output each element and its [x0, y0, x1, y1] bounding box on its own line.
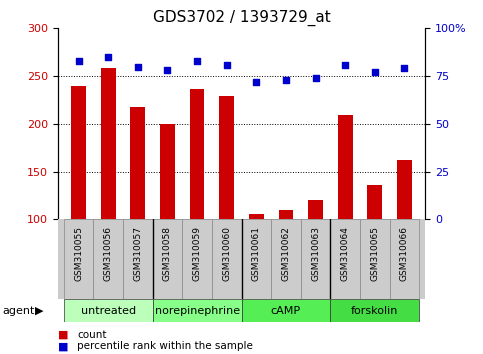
- Point: [223, 62, 230, 68]
- Point: [282, 77, 290, 83]
- Text: GSM310059: GSM310059: [193, 226, 201, 281]
- FancyBboxPatch shape: [242, 219, 271, 299]
- FancyBboxPatch shape: [123, 219, 153, 299]
- Text: count: count: [77, 330, 107, 339]
- Point: [75, 58, 83, 64]
- Text: GSM310060: GSM310060: [222, 226, 231, 281]
- FancyBboxPatch shape: [301, 219, 330, 299]
- Point: [312, 75, 319, 81]
- Text: cAMP: cAMP: [271, 306, 301, 316]
- Text: ■: ■: [58, 330, 69, 339]
- Point: [104, 54, 112, 60]
- Text: ■: ■: [58, 341, 69, 351]
- Point: [164, 68, 171, 73]
- FancyBboxPatch shape: [330, 219, 360, 299]
- Text: GSM310062: GSM310062: [282, 226, 290, 281]
- Text: GSM310065: GSM310065: [370, 226, 379, 281]
- Bar: [249, 214, 264, 219]
- Point: [193, 58, 201, 64]
- Title: GDS3702 / 1393729_at: GDS3702 / 1393729_at: [153, 9, 330, 25]
- Bar: [219, 96, 234, 219]
- Text: norepinephrine: norepinephrine: [155, 306, 240, 316]
- FancyBboxPatch shape: [153, 299, 242, 322]
- Text: agent: agent: [2, 306, 35, 316]
- FancyBboxPatch shape: [64, 299, 153, 322]
- Bar: [101, 68, 116, 219]
- Text: GSM310061: GSM310061: [252, 226, 261, 281]
- Point: [371, 69, 379, 75]
- Bar: [160, 124, 175, 219]
- FancyBboxPatch shape: [153, 219, 182, 299]
- FancyBboxPatch shape: [64, 219, 94, 299]
- FancyBboxPatch shape: [271, 219, 301, 299]
- Text: untreated: untreated: [81, 306, 136, 316]
- Point: [134, 64, 142, 69]
- FancyBboxPatch shape: [182, 219, 212, 299]
- FancyBboxPatch shape: [360, 219, 389, 299]
- Text: GSM310066: GSM310066: [400, 226, 409, 281]
- Bar: [367, 185, 382, 219]
- Point: [400, 65, 408, 71]
- Point: [341, 62, 349, 68]
- FancyBboxPatch shape: [212, 219, 242, 299]
- Text: GSM310058: GSM310058: [163, 226, 172, 281]
- Bar: [397, 160, 412, 219]
- FancyBboxPatch shape: [94, 219, 123, 299]
- Text: GSM310064: GSM310064: [341, 226, 350, 281]
- Text: GSM310056: GSM310056: [104, 226, 113, 281]
- Bar: [71, 86, 86, 219]
- Bar: [190, 88, 204, 219]
- Bar: [130, 107, 145, 219]
- Text: percentile rank within the sample: percentile rank within the sample: [77, 341, 253, 351]
- Bar: [338, 115, 353, 219]
- Text: GSM310057: GSM310057: [133, 226, 142, 281]
- FancyBboxPatch shape: [242, 299, 330, 322]
- Bar: [279, 210, 293, 219]
- Text: ▶: ▶: [35, 306, 43, 316]
- Point: [253, 79, 260, 85]
- Text: forskolin: forskolin: [351, 306, 398, 316]
- Text: GSM310063: GSM310063: [311, 226, 320, 281]
- Text: GSM310055: GSM310055: [74, 226, 83, 281]
- FancyBboxPatch shape: [330, 299, 419, 322]
- FancyBboxPatch shape: [389, 219, 419, 299]
- Bar: [308, 200, 323, 219]
